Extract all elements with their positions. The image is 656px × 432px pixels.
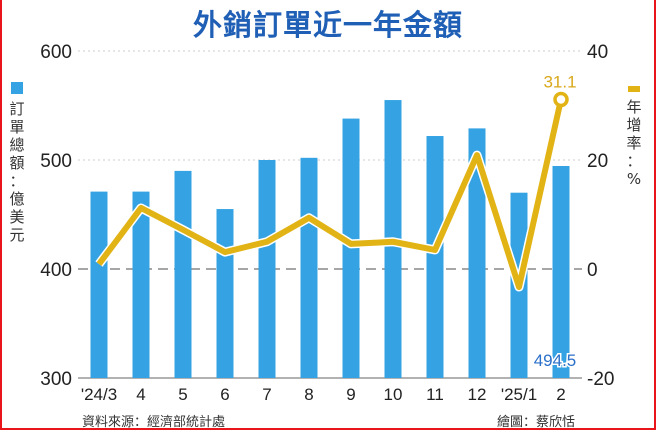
bar (426, 136, 444, 378)
x-tick-label: '24/3 (81, 385, 117, 404)
x-tick-label: '25/1 (501, 385, 537, 404)
bar (552, 165, 570, 378)
bar (174, 170, 192, 378)
x-tick-label: 9 (346, 385, 355, 404)
x-tick-label: 2 (556, 385, 565, 404)
line-data-label: 31.1 (543, 73, 576, 92)
x-tick-label: 8 (304, 385, 313, 404)
left-axis-label: 訂單總額：億美元 (9, 100, 25, 244)
bar (468, 128, 486, 378)
bar (300, 157, 318, 378)
line-point-end (553, 91, 569, 108)
left-tick-label: 400 (40, 260, 72, 281)
bar (90, 191, 108, 378)
bar-data-label: 494.5 (534, 351, 577, 370)
right-axis-label: 年增率：% (626, 98, 642, 188)
right-tick-label: 40 (587, 42, 608, 63)
right-axis-legend: 年增率：% (625, 86, 643, 188)
left-axis-legend: 訂單總額：億美元 (8, 82, 26, 244)
right-tick-label: 20 (587, 151, 608, 172)
right-tick-label: 0 (587, 260, 598, 281)
credit-note: 繪圖：蔡欣恬 (497, 415, 576, 430)
bar (132, 191, 150, 378)
growth-line (96, 98, 564, 290)
x-tick-label: 6 (220, 385, 229, 404)
x-tick-label: 5 (178, 385, 187, 404)
bar (258, 160, 276, 378)
x-tick-label: 7 (262, 385, 271, 404)
bar-legend-swatch (11, 82, 23, 94)
left-tick-label: 500 (40, 151, 72, 172)
x-tick-label: 10 (384, 385, 403, 404)
left-tick-label: 300 (40, 369, 72, 390)
bar (216, 209, 234, 378)
x-tick-label: 12 (468, 385, 487, 404)
right-tick-label: -20 (587, 369, 614, 390)
left-tick-label: 600 (40, 42, 72, 63)
x-tick-label: 11 (426, 385, 444, 404)
chart-title: 外銷訂單近一年金額 (192, 8, 463, 42)
line-legend-swatch (628, 86, 640, 92)
x-tick-label: 4 (136, 385, 145, 404)
source-note: 資料來源：經濟部統計處 (82, 415, 226, 430)
